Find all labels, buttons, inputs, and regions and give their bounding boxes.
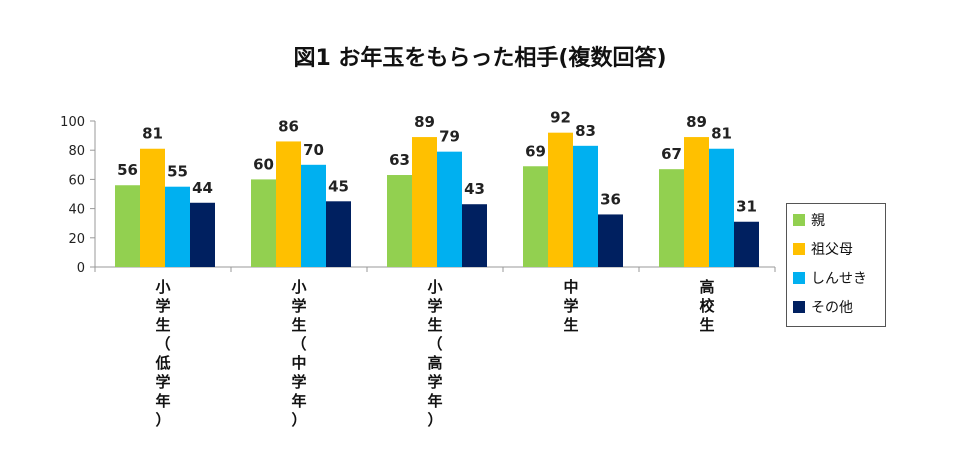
data-label: 79 [439,128,460,146]
data-label: 92 [550,109,571,127]
data-label: 56 [117,161,138,179]
x-tick-label: 中学生 [563,278,578,334]
legend-label: 祖父母 [811,242,853,258]
data-label: 36 [600,190,621,208]
data-label: 44 [192,179,213,197]
x-tick-label: 小学生（低学年） [154,278,170,429]
bar [523,166,548,267]
y-tick-label: 100 [60,115,85,130]
bar [573,145,598,267]
bar [462,204,487,267]
bar [598,214,623,267]
bar [326,201,351,267]
legend-item: しんせき [793,268,867,288]
bar [548,132,573,267]
legend-label: 親 [811,213,825,229]
bar [437,151,462,267]
legend-item: その他 [793,297,853,317]
y-tick-label: 20 [68,232,85,247]
data-label: 43 [464,180,485,198]
data-label: 89 [686,113,707,131]
data-label: 86 [278,117,299,135]
legend-label: その他 [811,300,853,316]
bar [387,175,412,267]
legend-item: 親 [793,210,825,230]
bar [659,169,684,267]
data-label: 67 [661,145,682,163]
legend-label: しんせき [811,271,867,287]
legend-swatch [793,214,805,226]
bar [115,185,140,267]
data-label: 63 [389,151,410,169]
data-label: 31 [736,198,757,216]
legend-swatch [793,301,805,313]
bar [251,179,276,267]
bar [276,141,301,267]
data-label: 81 [142,125,163,143]
bar [709,148,734,267]
bar [684,137,709,267]
data-label: 55 [167,163,188,181]
bar [412,137,437,267]
y-tick-label: 80 [68,144,85,159]
x-tick-label: 小学生（高学年） [427,278,442,429]
legend-item: 祖父母 [793,239,853,259]
x-tick-label: 高校生 [699,278,715,334]
data-label: 70 [303,141,324,159]
data-label: 89 [414,113,435,131]
y-tick-label: 40 [68,203,85,218]
y-tick-label: 0 [77,261,85,276]
chart-title: 図1 お年玉をもらった相手(複数回答) [293,46,667,71]
bar [140,148,165,267]
bar [734,221,759,267]
x-tick-label: 小学生（中学年） [291,278,306,429]
data-label: 60 [253,155,274,173]
bar [301,164,326,267]
bar [190,202,215,267]
data-label: 83 [575,122,596,140]
data-label: 45 [328,177,349,195]
data-label: 69 [525,142,546,160]
legend-swatch [793,272,805,284]
data-label: 81 [711,125,732,143]
chart-legend: 親 祖父母 しんせき その他 [786,203,886,327]
legend-swatch [793,243,805,255]
y-tick-label: 60 [68,173,85,188]
bar [165,186,190,267]
